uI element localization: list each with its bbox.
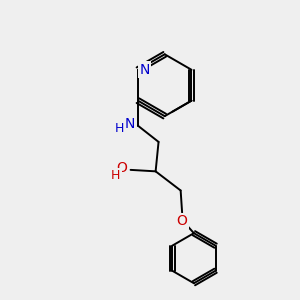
Text: H: H [115, 122, 124, 135]
Text: H: H [111, 169, 120, 182]
Text: O: O [177, 214, 188, 228]
Text: N: N [140, 63, 150, 77]
Text: O: O [116, 160, 127, 175]
Text: N: N [124, 117, 135, 131]
